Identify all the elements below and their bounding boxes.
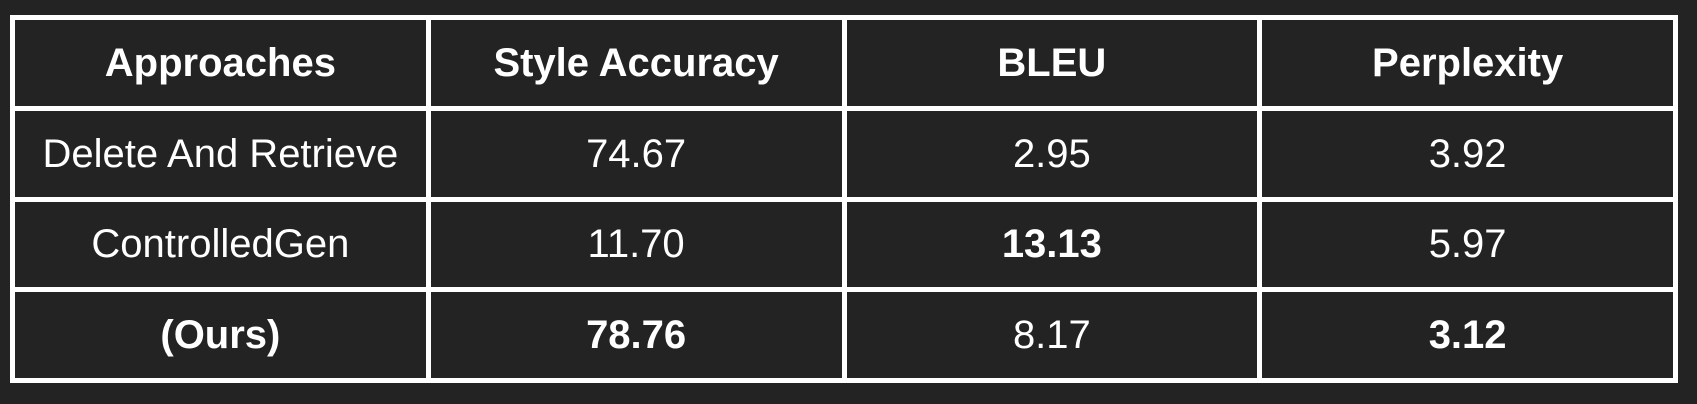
header-approaches: Approaches xyxy=(15,20,426,106)
results-table: Approaches Style Accuracy BLEU Perplexit… xyxy=(10,15,1678,383)
row-1-perplexity: 3.92 xyxy=(1262,110,1673,197)
row-3-bleu: 8.17 xyxy=(846,292,1258,378)
row-1-bleu: 2.95 xyxy=(846,110,1258,197)
row-1-style-accuracy: 74.67 xyxy=(430,110,842,197)
row-3-approach: (Ours) xyxy=(15,292,426,378)
header-perplexity: Perplexity xyxy=(1262,20,1673,106)
row-3-style-accuracy: 78.76 xyxy=(430,292,842,378)
header-bleu: BLEU xyxy=(846,20,1258,106)
row-1-approach: Delete And Retrieve xyxy=(15,110,426,197)
row-3-perplexity: 3.12 xyxy=(1262,292,1673,378)
row-2-approach: ControlledGen xyxy=(15,201,426,288)
row-2-bleu: 13.13 xyxy=(846,201,1258,288)
header-style-accuracy: Style Accuracy xyxy=(430,20,842,106)
row-2-perplexity: 5.97 xyxy=(1262,201,1673,288)
row-2-style-accuracy: 11.70 xyxy=(430,201,842,288)
